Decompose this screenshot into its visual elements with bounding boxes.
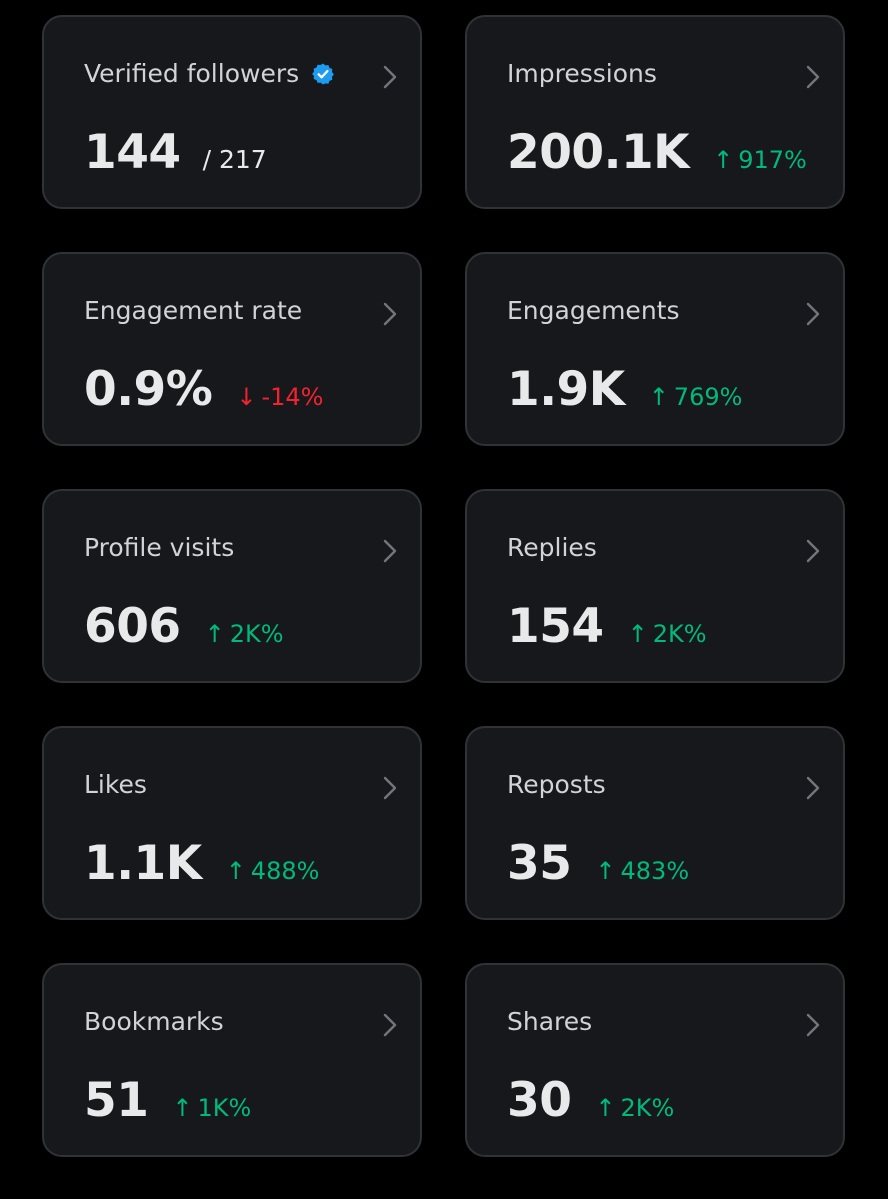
metric-card-impressions[interactable]: Impressions 200.1K ↑ 917% [465,15,845,209]
metric-change-value: 483% [620,857,690,885]
arrow-up-icon: ↑ [595,1094,616,1122]
metric-value: 200.1K [507,125,690,180]
chevron-right-icon [380,63,400,91]
metric-change: ↑ 917% [713,146,807,174]
chevron-right-icon [803,300,823,328]
metric-value-row: 51 ↑ 1K% [84,1073,251,1128]
metric-value-row: 0.9% ↓ -14% [84,362,323,417]
metric-value: 154 [507,599,604,654]
metric-value-row: 1.1K ↑ 488% [84,836,319,891]
metric-label: Verified followers [84,59,335,88]
chevron-right-icon [803,63,823,91]
metric-card-reposts[interactable]: Reposts 35 ↑ 483% [465,726,845,920]
metric-card-profile-visits[interactable]: Profile visits 606 ↑ 2K% [42,489,422,683]
metric-change-value: -14% [261,383,324,411]
metric-value: 30 [507,1073,572,1128]
arrow-up-icon: ↑ [172,1094,193,1122]
chevron-right-icon [803,537,823,565]
chevron-right-icon [380,1011,400,1039]
metric-value: 1.1K [84,836,202,891]
metric-change: ↑ 2K% [628,620,707,648]
metric-label: Engagements [507,296,680,325]
verified-badge-icon [311,62,335,86]
chevron-right-icon [380,774,400,802]
arrow-down-icon: ↓ [236,383,257,411]
metric-change-value: 1K% [197,1094,252,1122]
metric-total: / 217 [202,145,267,174]
metric-value: 35 [507,836,572,891]
metric-value-row: 144 / 217 [84,125,267,180]
metric-change: ↑ 1K% [172,1094,251,1122]
arrow-up-icon: ↑ [648,383,669,411]
chevron-right-icon [380,537,400,565]
metric-label-text: Verified followers [84,59,300,88]
arrow-up-icon: ↑ [713,146,734,174]
metric-change: ↑ 2K% [205,620,284,648]
metric-change-value: 2K% [620,1094,675,1122]
metric-change-value: 488% [250,857,320,885]
metric-value: 606 [84,599,181,654]
metric-change-value: 917% [738,146,807,174]
arrow-up-icon: ↑ [595,857,616,885]
metric-change-value: 769% [673,383,743,411]
metric-card-likes[interactable]: Likes 1.1K ↑ 488% [42,726,422,920]
metric-change: ↑ 483% [595,857,689,885]
metric-change: ↑ 769% [649,383,743,411]
arrow-up-icon: ↑ [204,620,225,648]
metric-card-engagements[interactable]: Engagements 1.9K ↑ 769% [465,252,845,446]
metric-card-shares[interactable]: Shares 30 ↑ 2K% [465,963,845,1157]
metric-change-value: 2K% [652,620,707,648]
metric-change: ↓ -14% [236,383,323,411]
metric-label: Replies [507,533,597,562]
metric-value: 0.9% [84,362,213,417]
metric-value: 144 [84,125,181,180]
metric-change: ↑ 2K% [595,1094,674,1122]
metric-change-value: 2K% [229,620,284,648]
metric-label: Bookmarks [84,1007,224,1036]
metric-card-engagement-rate[interactable]: Engagement rate 0.9% ↓ -14% [42,252,422,446]
metric-value: 1.9K [507,362,625,417]
metric-label: Reposts [507,770,606,799]
metric-card-replies[interactable]: Replies 154 ↑ 2K% [465,489,845,683]
arrow-up-icon: ↑ [225,857,246,885]
metric-value-row: 1.9K ↑ 769% [507,362,742,417]
metric-value-row: 30 ↑ 2K% [507,1073,674,1128]
metric-change: ↑ 488% [226,857,320,885]
metric-value-row: 200.1K ↑ 917% [507,125,807,180]
arrow-up-icon: ↑ [627,620,648,648]
chevron-right-icon [803,1011,823,1039]
chevron-right-icon [380,300,400,328]
metric-value: 51 [84,1073,149,1128]
metric-value-row: 35 ↑ 483% [507,836,689,891]
metric-label: Shares [507,1007,593,1036]
metric-value-row: 606 ↑ 2K% [84,599,284,654]
metric-card-verified-followers[interactable]: Verified followers 144 / 217 [42,15,422,209]
metric-card-bookmarks[interactable]: Bookmarks 51 ↑ 1K% [42,963,422,1157]
metric-label: Profile visits [84,533,235,562]
metric-label: Impressions [507,59,657,88]
chevron-right-icon [803,774,823,802]
metric-label: Likes [84,770,147,799]
metric-value-row: 154 ↑ 2K% [507,599,707,654]
metric-label: Engagement rate [84,296,303,325]
